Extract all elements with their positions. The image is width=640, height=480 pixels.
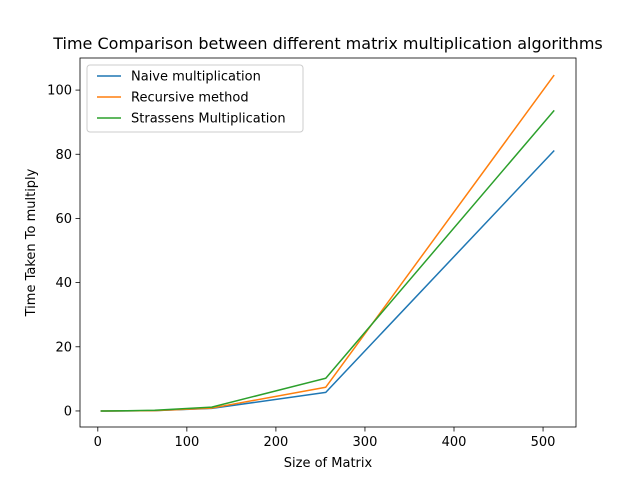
y-tick-label: 80: [55, 148, 72, 163]
y-tick-label: 60: [55, 212, 72, 227]
legend-label-1: Naive multiplication: [131, 70, 261, 85]
x-axis-ticks: 0 100 200 300 400 500: [94, 427, 556, 450]
x-tick-label: 200: [263, 435, 288, 450]
legend-label-2: Recursive method: [131, 91, 249, 106]
chart-title: Time Comparison between different matrix…: [52, 34, 603, 53]
legend: Naive multiplication Recursive method Stra…: [86, 64, 304, 133]
x-axis-label: Size of Matrix: [284, 456, 373, 471]
legend-items: Naive multiplication Recursive method Stra…: [97, 70, 286, 127]
y-tick-label: 100: [47, 84, 72, 99]
x-tick-label: 500: [531, 435, 556, 450]
y-tick-label: 20: [55, 340, 72, 355]
x-tick-label: 300: [353, 435, 378, 450]
y-tick-label: 40: [55, 276, 72, 291]
x-tick-label: 0: [94, 435, 102, 450]
x-tick-label: 400: [442, 435, 467, 450]
legend-label-3: Strassens Multiplication: [131, 112, 286, 127]
plot-area: [79, 57, 577, 428]
y-axis-ticks: 0 20 40 60 80 100: [47, 84, 80, 419]
x-tick-label: 100: [174, 435, 199, 450]
legend-box: [86, 64, 304, 133]
series-layer: [100, 74, 555, 412]
plot-frame: [79, 57, 577, 428]
y-tick-label: 0: [64, 404, 72, 419]
series-line-3: [100, 109, 555, 412]
y-axis-label: Time Taken To multiply: [24, 168, 39, 317]
